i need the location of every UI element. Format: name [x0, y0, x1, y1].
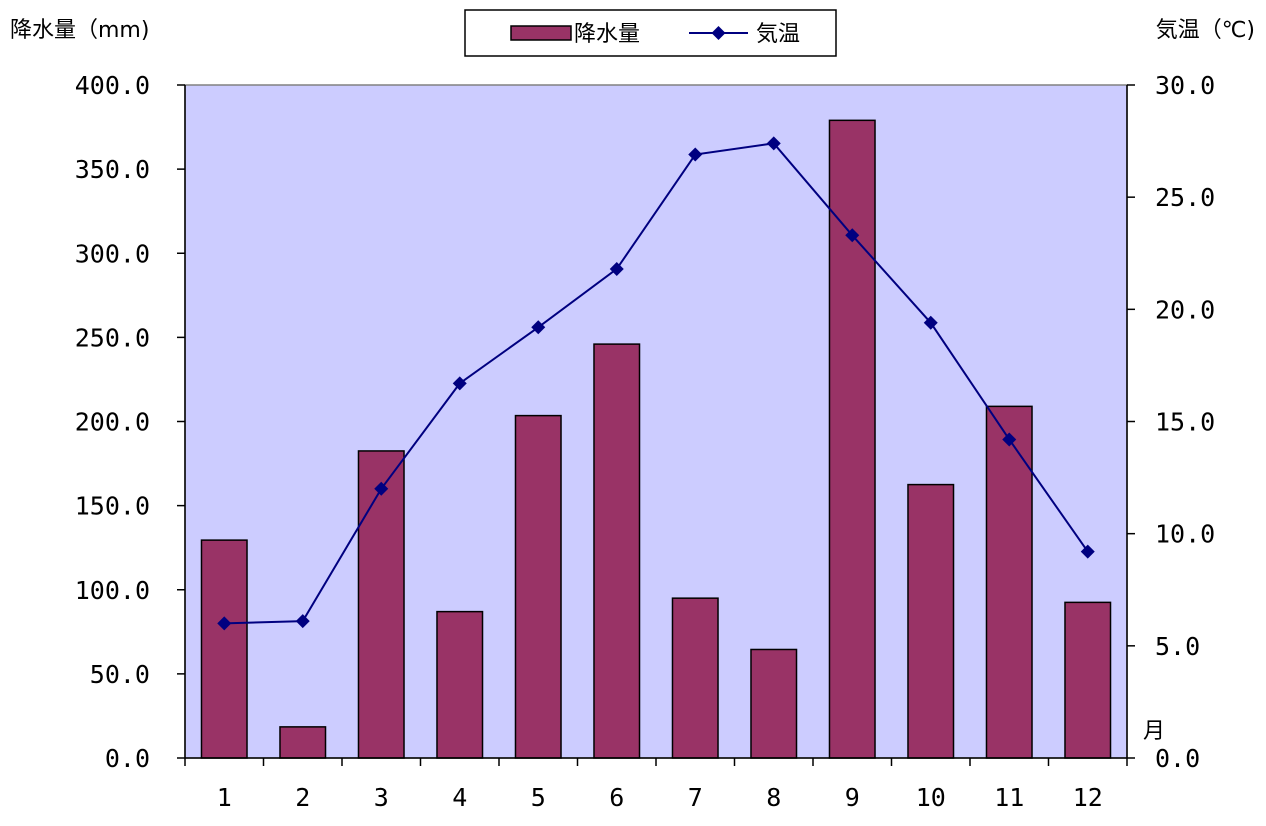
x-tick-label-7: 7 — [688, 783, 703, 812]
x-tick-label-3: 3 — [374, 783, 389, 812]
bar-precipitation-7 — [671, 597, 719, 759]
bar-precipitation-10 — [907, 483, 955, 759]
y2-tick-label-10.0: 10.0 — [1155, 520, 1215, 549]
y-tick-label-50.0: 50.0 — [90, 660, 150, 689]
x-tick-label-1: 1 — [217, 783, 232, 812]
temperature-point-4 — [452, 376, 467, 391]
temperature-point-1 — [217, 616, 232, 631]
x-tick-label-5: 5 — [531, 783, 546, 812]
legend-swatch-precipitation — [510, 25, 572, 41]
x-tick-label-6: 6 — [609, 783, 624, 812]
y2-tick-label-15.0: 15.0 — [1155, 408, 1215, 437]
y2-tick-label-30.0: 30.0 — [1155, 71, 1215, 100]
x-tick-label-4: 4 — [452, 783, 467, 812]
y2-tick-label-25.0: 25.0 — [1155, 183, 1215, 212]
bar-precipitation-9 — [828, 119, 876, 759]
temperature-point-8 — [766, 136, 781, 151]
bar-precipitation-4 — [436, 610, 484, 759]
x-axis-label: 月 — [1143, 719, 1165, 744]
temperature-point-2 — [295, 614, 310, 629]
temperature-point-12 — [1080, 544, 1095, 559]
legend-marker-temperature — [711, 26, 726, 40]
temperature-point-5 — [531, 320, 546, 335]
y-tick-label-250.0: 250.0 — [75, 323, 150, 352]
y-tick-label-400.0: 400.0 — [75, 71, 150, 100]
x-tick-label-2: 2 — [295, 783, 310, 812]
y-tick-label-150.0: 150.0 — [75, 492, 150, 521]
legend: 降水量 気温 — [464, 9, 837, 57]
temperature-point-9 — [845, 228, 860, 243]
bar-precipitation-2 — [279, 726, 327, 759]
y-tick-label-350.0: 350.0 — [75, 155, 150, 184]
x-tick-label-10: 10 — [916, 783, 946, 812]
bar-precipitation-5 — [514, 414, 562, 759]
x-tick-label-12: 12 — [1073, 783, 1103, 812]
legend-label-temperature: 気温 — [756, 22, 800, 47]
bar-precipitation-11 — [985, 405, 1033, 759]
y-tick-label-200.0: 200.0 — [75, 408, 150, 437]
bar-precipitation-6 — [593, 343, 641, 759]
bar-precipitation-1 — [200, 539, 248, 759]
y2-axis-label: 気温（℃) — [1156, 18, 1255, 43]
x-tick-label-8: 8 — [766, 783, 781, 812]
x-tick-label-9: 9 — [845, 783, 860, 812]
y2-tick-label-5.0: 5.0 — [1155, 632, 1200, 661]
y-tick-label-100.0: 100.0 — [75, 576, 150, 605]
y2-tick-label-20.0: 20.0 — [1155, 295, 1215, 324]
temperature-point-11 — [1002, 432, 1017, 447]
plot-area — [184, 84, 1128, 759]
temperature-point-10 — [923, 315, 938, 330]
temperature-point-3 — [374, 481, 389, 496]
y-tick-label-0.0: 0.0 — [105, 744, 150, 773]
temperature-point-6 — [609, 261, 624, 276]
y-axis-label: 降水量（mm) — [10, 18, 149, 43]
y-tick-label-300.0: 300.0 — [75, 239, 150, 268]
temperature-line — [224, 142, 1089, 625]
y2-tick-label-0.0: 0.0 — [1155, 744, 1200, 773]
bar-precipitation-8 — [750, 648, 798, 759]
x-tick-label-11: 11 — [994, 783, 1024, 812]
bar-precipitation-12 — [1064, 601, 1112, 759]
temperature-point-7 — [688, 147, 703, 162]
bar-precipitation-3 — [357, 450, 405, 759]
legend-label-precipitation: 降水量 — [574, 22, 640, 47]
